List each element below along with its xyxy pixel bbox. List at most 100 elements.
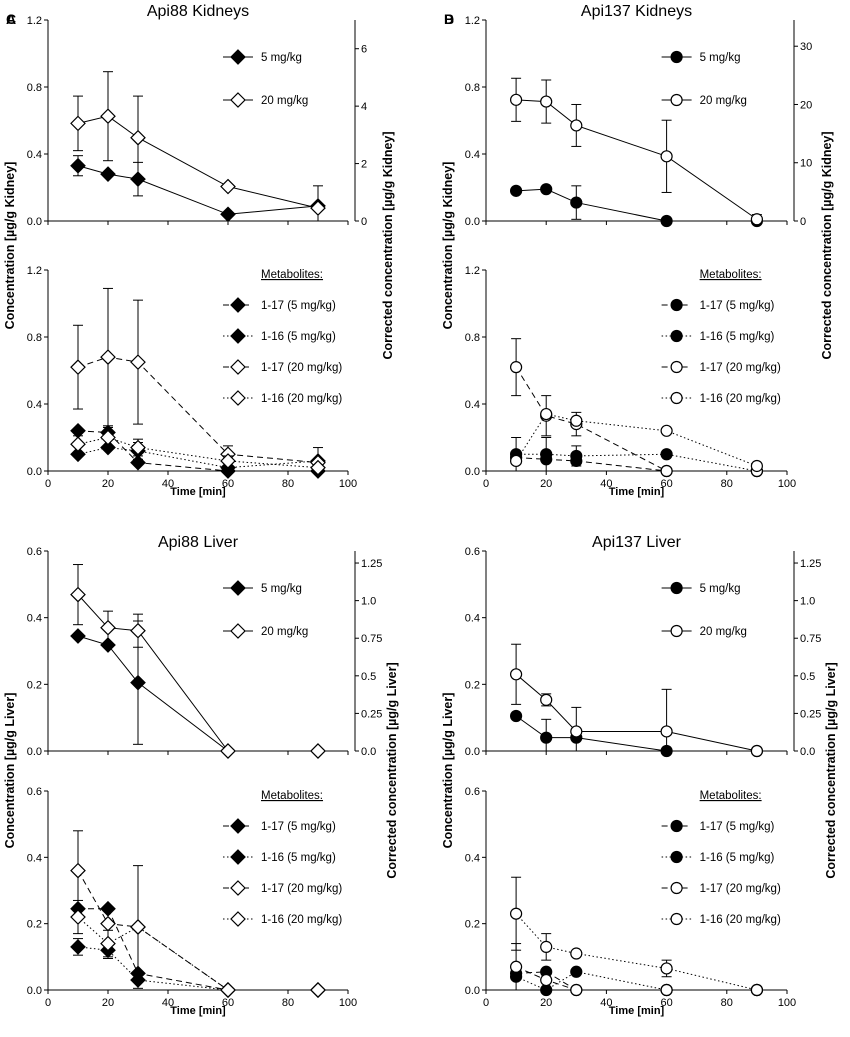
data-point bbox=[750, 459, 764, 473]
y2-tick-label: 1.0 bbox=[361, 596, 376, 608]
series-line bbox=[515, 413, 758, 467]
y-tick-label: 0.4 bbox=[465, 149, 480, 161]
panel-C: C Api88 Liver 0.0 0.2 0.4 0.6 0.0 0.25 0.5 0.75 1.… bbox=[3, 11, 399, 1017]
series-20-mg-kg bbox=[70, 71, 326, 216]
x-tick-label: 60 bbox=[660, 478, 672, 490]
y-axis-title-right: Corrected concentration [µg/g Liver] bbox=[824, 662, 838, 878]
legend-label: 1-16 (5 mg/kg) bbox=[700, 852, 775, 864]
data-point bbox=[540, 407, 553, 421]
data-point bbox=[540, 95, 553, 108]
y-tick-label: 0.4 bbox=[27, 399, 42, 411]
panel-title: Api137 Liver bbox=[592, 534, 682, 551]
series-line bbox=[516, 99, 758, 220]
data-point bbox=[540, 183, 553, 196]
data-point bbox=[220, 206, 236, 223]
data-point bbox=[540, 731, 553, 744]
data-point bbox=[100, 166, 116, 182]
x-tick-label: 40 bbox=[600, 478, 612, 490]
y-tick-label: 0.8 bbox=[465, 332, 480, 344]
y-tick-label: 0.6 bbox=[27, 786, 42, 798]
top-plot: 0.0 0.4 0.8 1.2 0 10 20 30 5 mg/kg 20 mg/kg bbox=[465, 15, 813, 228]
data-point bbox=[750, 213, 764, 226]
y2-tick-label: 1.25 bbox=[361, 558, 382, 570]
y2-tick-label: 1.0 bbox=[800, 596, 815, 608]
legend-marker bbox=[670, 624, 683, 638]
legend-marker bbox=[230, 623, 246, 639]
metabolites-heading: Metabolites: bbox=[261, 790, 323, 802]
legend-label: 1-16 (5 mg/kg) bbox=[261, 852, 336, 864]
y2-tick-label: 4 bbox=[361, 101, 367, 113]
panel-B: B Api137 Kidneys 0.0 0.4 0.8 1.2 0 10 20 30 5 mg/k… bbox=[441, 3, 834, 498]
x-tick-label: 20 bbox=[102, 478, 114, 490]
data-point bbox=[570, 947, 583, 960]
y-tick-label: 0.0 bbox=[465, 466, 480, 478]
y2-tick-label: 0 bbox=[361, 216, 367, 228]
data-point bbox=[570, 965, 583, 978]
y-tick-label: 0.4 bbox=[465, 852, 480, 864]
data-point bbox=[130, 439, 146, 456]
series-line bbox=[516, 453, 757, 472]
x-axis-title: Time [min] bbox=[609, 486, 665, 498]
legend-label: 1-17 (20 mg/kg) bbox=[261, 883, 342, 895]
bottom-plot: 0.0 0.2 0.4 0.6 0 20 40 60 80 100 Metabolites: 1-17… bbox=[465, 786, 796, 1009]
x-tick-label: 80 bbox=[721, 997, 733, 1009]
y2-tick-label: 0.5 bbox=[800, 671, 815, 683]
data-point bbox=[220, 982, 236, 998]
data-point bbox=[70, 359, 86, 375]
y-tick-label: 0.0 bbox=[27, 466, 42, 478]
legend-marker bbox=[670, 819, 683, 833]
legend-label: 1-17 (5 mg/kg) bbox=[700, 821, 775, 833]
series-line bbox=[77, 594, 318, 752]
top-plot: 0.0 0.2 0.4 0.6 0.0 0.25 0.5 0.75 1.0 1.25 5 mg/kg… bbox=[465, 546, 822, 758]
y2-tick-label: 0.0 bbox=[361, 746, 376, 758]
legend-marker bbox=[670, 850, 683, 864]
data-point bbox=[130, 622, 146, 639]
x-tick-label: 60 bbox=[222, 997, 234, 1009]
legend-label: 1-16 (5 mg/kg) bbox=[261, 331, 336, 343]
y-tick-label: 0.4 bbox=[27, 149, 42, 161]
panel-A: A Api88 Kidneys 0.0 0.4 0.8 1.2 0 2 4 6 5 mg/kg 20 … bbox=[3, 3, 395, 498]
top-plot: 0.0 0.4 0.8 1.2 0 2 4 6 5 mg/kg 20 mg/kg bbox=[27, 15, 367, 228]
legend-label: 1-17 (5 mg/kg) bbox=[261, 821, 336, 833]
y-axis-title-right: Corrected concentration [µg/g Liver] bbox=[385, 662, 399, 878]
y-tick-label: 0.4 bbox=[465, 613, 480, 625]
y-tick-label: 1.2 bbox=[27, 15, 42, 27]
x-axis-title: Time [min] bbox=[170, 486, 226, 498]
series-line bbox=[515, 673, 758, 752]
series-line bbox=[515, 715, 757, 752]
data-point bbox=[100, 935, 116, 952]
data-point bbox=[660, 464, 673, 478]
y-tick-label: 1.2 bbox=[465, 15, 480, 27]
x-tick-label: 40 bbox=[162, 997, 174, 1009]
data-point bbox=[509, 970, 523, 983]
panel-label: D bbox=[444, 11, 454, 27]
data-point bbox=[509, 361, 523, 374]
legend-marker bbox=[670, 298, 683, 312]
x-tick-label: 100 bbox=[778, 997, 796, 1009]
y-tick-label: 1.2 bbox=[465, 265, 480, 277]
data-point bbox=[660, 983, 673, 997]
y2-tick-label: 6 bbox=[361, 44, 367, 56]
legend-marker bbox=[230, 880, 246, 896]
data-point bbox=[540, 940, 553, 953]
data-point bbox=[70, 115, 86, 132]
y-tick-label: 0.4 bbox=[27, 852, 42, 864]
y2-tick-label: 0 bbox=[800, 216, 806, 228]
x-tick-label: 20 bbox=[540, 478, 552, 490]
series-line bbox=[515, 366, 757, 472]
panel-title: Api137 Kidneys bbox=[581, 3, 692, 20]
legend-marker bbox=[230, 390, 246, 406]
y-axis-title-left: Concentration [µg/g Kidney] bbox=[441, 162, 455, 330]
data-point bbox=[540, 983, 553, 997]
y-tick-label: 0.6 bbox=[27, 546, 42, 558]
data-point bbox=[70, 586, 86, 603]
legend-label: 1-16 (20 mg/kg) bbox=[700, 914, 781, 926]
series-5-mg-kg bbox=[509, 183, 764, 228]
legend-marker bbox=[670, 50, 683, 64]
data-point bbox=[509, 668, 523, 681]
data-point bbox=[570, 414, 583, 427]
y-tick-label: 0.0 bbox=[27, 216, 42, 228]
y2-tick-label: 2 bbox=[361, 159, 367, 171]
y2-tick-label: 0.0 bbox=[800, 746, 815, 758]
legend-marker bbox=[230, 92, 246, 108]
